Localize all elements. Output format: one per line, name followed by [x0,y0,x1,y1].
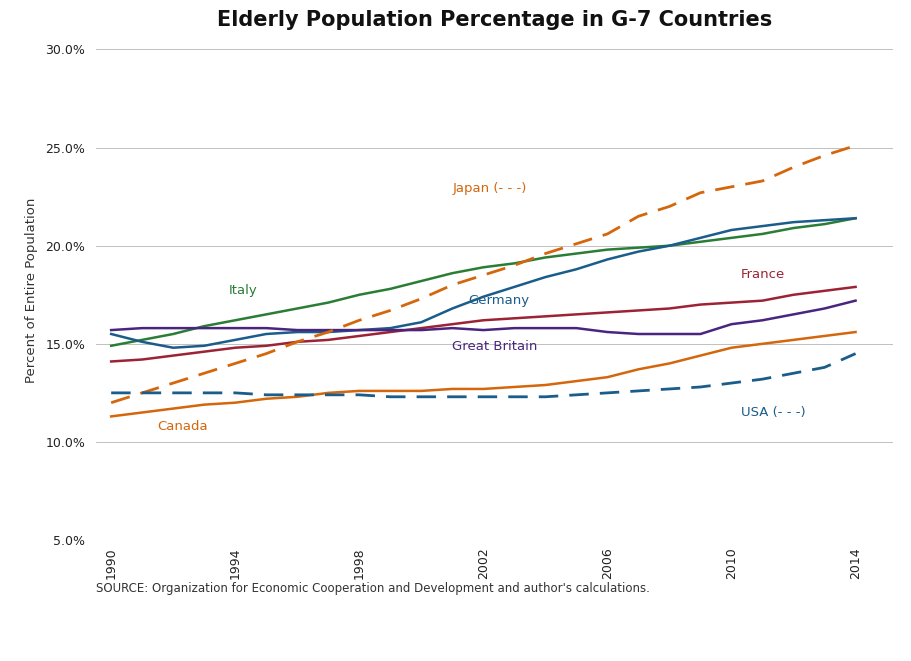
Text: of: of [163,631,177,646]
Text: Canada: Canada [158,420,209,433]
Text: Germany: Germany [468,294,529,307]
Text: St. Louis: St. Louis [177,631,243,646]
Text: Italy: Italy [229,284,258,297]
Text: Great Britain: Great Britain [453,340,537,353]
Text: Japan (- - -): Japan (- - -) [453,182,527,195]
Text: Federal Reserve Bank: Federal Reserve Bank [14,631,174,646]
Title: Elderly Population Percentage in G-7 Countries: Elderly Population Percentage in G-7 Cou… [217,10,772,30]
Text: France: France [741,268,785,281]
Y-axis label: Percent of Entire Population: Percent of Entire Population [26,197,38,383]
Text: USA (- - -): USA (- - -) [741,406,805,419]
Text: SOURCE: Organization for Economic Cooperation and Development and author's calcu: SOURCE: Organization for Economic Cooper… [96,582,650,596]
